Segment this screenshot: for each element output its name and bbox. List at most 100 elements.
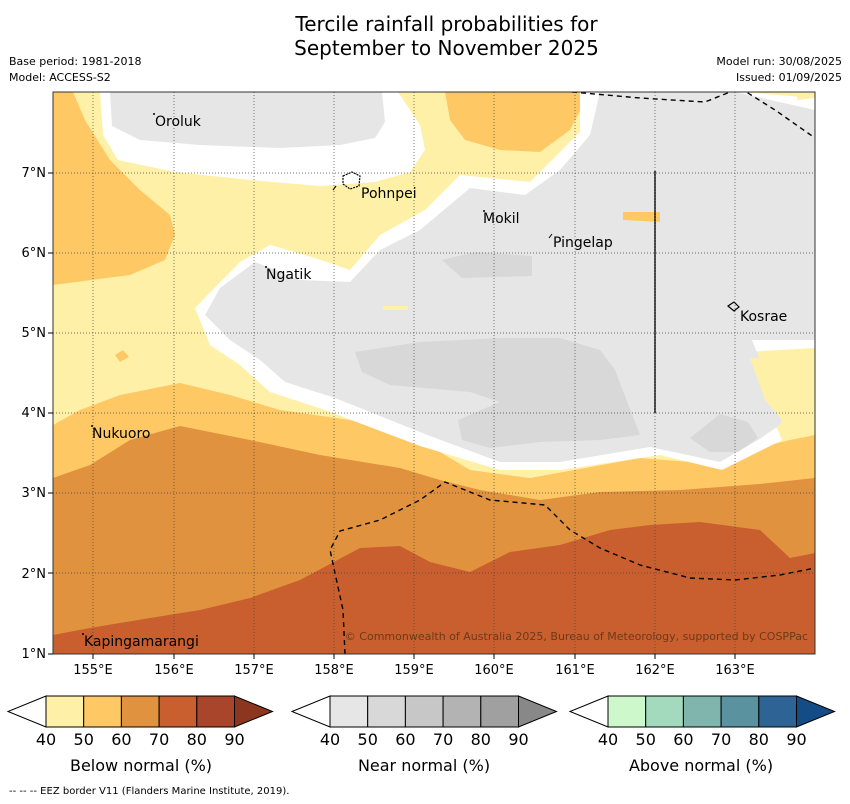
lon-label: 157°E <box>234 663 274 678</box>
colorbar: 40 50 60 70 80 90 <box>290 695 558 749</box>
map-title: Tercile rainfall probabilities for Septe… <box>0 12 850 60</box>
below-70-region <box>53 522 815 654</box>
probability-map <box>53 92 815 654</box>
map-frame <box>52 91 816 655</box>
colorbar-tick-label: 70 <box>149 730 169 749</box>
place-kapingamarangi: Kapingamarangi <box>82 633 199 650</box>
colorbar-tick-label: 90 <box>786 730 806 749</box>
colorbar-tick-label: 80 <box>187 730 207 749</box>
lon-label: 162°E <box>635 663 675 678</box>
colorbar-segment <box>45 695 85 728</box>
ant-atoll-mark <box>332 185 337 191</box>
colorbar-title-near: Near normal (%) <box>357 756 491 775</box>
lon-label: 156°E <box>154 663 194 678</box>
below-50-speck <box>115 350 129 362</box>
place-pingelap: Pingelap <box>548 233 613 251</box>
colorbar-tick-label: 40 <box>320 730 340 749</box>
title-line-2: September to November 2025 <box>294 36 599 60</box>
colorbar-segment <box>367 695 406 728</box>
kosrae-island-outline <box>726 301 740 312</box>
place-label: Kapingamarangi <box>84 634 199 650</box>
place-label: Pingelap <box>553 235 613 251</box>
lat-label: 3°N <box>22 486 47 501</box>
lat-label: 2°N <box>22 567 47 582</box>
colorbar-tick-label: 40 <box>598 730 618 749</box>
lon-axis-labels: 155°E 156°E 157°E 158°E 159°E 160°E 161°… <box>73 663 755 678</box>
near-50-region-north <box>442 252 532 278</box>
colorbar-segment <box>120 695 160 728</box>
colorbar-tick-label: 70 <box>433 730 453 749</box>
colorbar-tick-label: 60 <box>673 730 693 749</box>
colorbar-tick-label: 90 <box>508 730 528 749</box>
below-50-speck-east <box>623 212 660 222</box>
below-40-region-east <box>750 358 815 430</box>
place-label: Pohnpei <box>361 186 417 202</box>
near-50-region-south <box>355 338 640 448</box>
colorbar-over-arrow <box>796 695 836 728</box>
colorbar-segment <box>645 695 684 728</box>
place-nukuoro: Nukuoro <box>91 425 150 442</box>
eez-border-northeast <box>745 92 815 139</box>
colorbar-segment <box>329 695 369 728</box>
colorbar-segment <box>758 695 797 728</box>
place-pohnpei: Pohnpei <box>361 186 417 202</box>
colorbar-segment <box>480 695 519 728</box>
colorbar-over-arrow <box>234 695 274 728</box>
colorbar-segment <box>404 695 444 728</box>
place-ngatik: Ngatik <box>265 266 312 283</box>
lat-label: 7°N <box>22 166 47 181</box>
lon-label: 155°E <box>73 663 113 678</box>
place-oroluk: Oroluk <box>153 113 202 130</box>
colorbar-tick-label: 50 <box>636 730 656 749</box>
colorbar-segment <box>442 695 482 728</box>
model-info: Base period: 1981-2018 Model: ACCESS-S2 <box>9 54 141 86</box>
copyright-notice: © Commonwealth of Australia 2025, Bureau… <box>345 630 808 643</box>
near-40-region-north <box>110 92 385 148</box>
issued-label: Issued: 01/09/2025 <box>735 71 842 84</box>
place-label: Mokil <box>483 211 520 227</box>
colorbar-segment <box>158 695 198 728</box>
lat-label: 4°N <box>22 406 47 421</box>
colorbar-tick-label: 40 <box>36 730 56 749</box>
colorbar: 40 50 60 70 80 90 <box>568 695 836 749</box>
pohnpei-island-outline <box>342 171 361 190</box>
below-40-corner <box>795 92 815 100</box>
below-50-region-north <box>445 92 590 152</box>
base-period-label: Base period: 1981-2018 <box>9 55 142 68</box>
colorbar-segment <box>682 695 722 728</box>
colorbar-title-below: Below normal (%) <box>69 756 213 775</box>
colorbar-tick-label: 80 <box>749 730 769 749</box>
colorbar-under-arrow <box>6 695 47 728</box>
colorbar-tick-label: 60 <box>111 730 131 749</box>
place-label: Kosrae <box>740 309 787 325</box>
colorbar-tick-label: 50 <box>74 730 94 749</box>
eez-border-north <box>571 92 732 103</box>
eez-border-south <box>329 481 815 654</box>
place-label: Oroluk <box>155 114 202 130</box>
model-run-label: Model run: 30/08/2025 <box>716 55 842 68</box>
lon-label: 159°E <box>394 663 434 678</box>
colorbar-tick-label: 60 <box>395 730 415 749</box>
colorbar-under-arrow <box>290 695 331 728</box>
lat-axis-labels: 1°N 2°N 3°N 4°N 5°N 6°N 7°N <box>22 166 47 662</box>
colorbar-under-arrow <box>568 695 609 728</box>
colorbar-over-arrow <box>518 695 558 728</box>
near-50-region-east <box>690 414 758 452</box>
lat-label: 6°N <box>22 246 47 261</box>
below-50-region-west <box>53 92 175 285</box>
colorbar-tick-label: 90 <box>224 730 244 749</box>
axis-ticks <box>48 172 736 659</box>
model-label: Model: ACCESS-S2 <box>9 71 111 84</box>
lon-label: 158°E <box>314 663 354 678</box>
place-label: Ngatik <box>266 267 312 283</box>
lat-label: 5°N <box>22 326 47 341</box>
colorbar-legends: 40 50 60 70 80 90 40 50 60 70 80 90 40 50 60 70 80 90 <box>6 695 836 749</box>
place-label: Nukuoro <box>92 426 150 442</box>
colorbar-tick-label: 80 <box>471 730 491 749</box>
colorbar-segment <box>607 695 647 728</box>
near-40-region-main <box>205 92 815 462</box>
colorbar-title-above: Above normal (%) <box>628 756 774 775</box>
place-labels: Oroluk Pohnpei Mokil Pingelap Ngatik Kos… <box>82 113 787 650</box>
title-line-1: Tercile rainfall probabilities for <box>295 12 598 36</box>
